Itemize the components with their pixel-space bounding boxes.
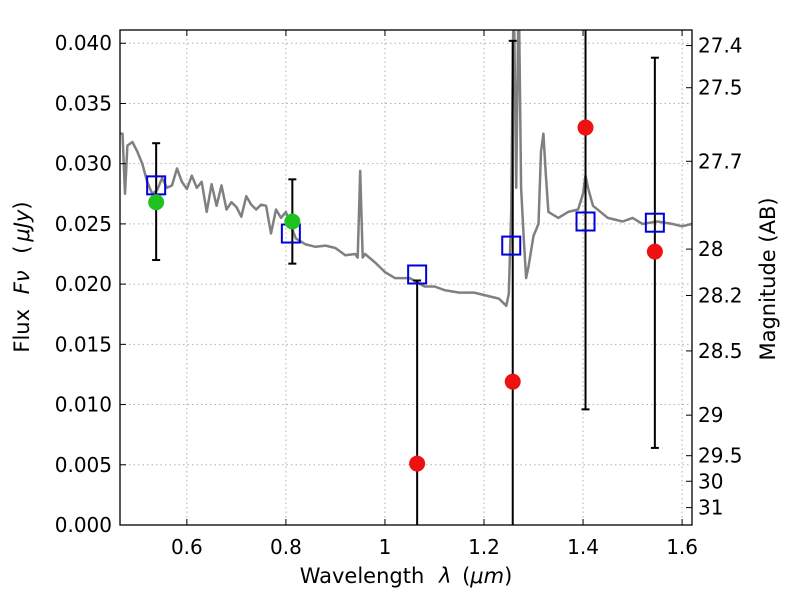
x-tick-label: 1.2	[468, 535, 500, 559]
plot-area	[120, 30, 692, 525]
axes: 0.6 0.8 1 1.2 1.4 1.6 0.000 0.005 0.010 0.015 0.02…	[55, 30, 743, 559]
measurement-point	[646, 243, 663, 260]
x-axis-unit: μm	[469, 564, 504, 588]
magnitude-tick-label: 29.5	[698, 444, 743, 468]
model-photometry-square	[407, 264, 428, 285]
magnitude-axis-title: Magnitude (AB)	[756, 197, 780, 360]
x-tick-label: 1.4	[567, 535, 599, 559]
model-photometry-square	[575, 211, 596, 232]
x-tick-label: 1	[379, 535, 392, 559]
magnitude-tick-label: 31	[698, 496, 723, 520]
y-tick-label: 0.015	[55, 332, 112, 356]
x-axis-symbol: λ	[438, 564, 451, 588]
model-photometry-square	[501, 235, 522, 256]
y-axis-unit: μJy	[10, 209, 34, 243]
plot-frame	[119, 29, 693, 526]
magnitude-tick-label: 28	[698, 237, 723, 261]
y-tick-label: 0.040	[55, 31, 112, 55]
magnitude-tick-label: 28.2	[698, 284, 743, 308]
detection-point	[284, 213, 301, 230]
magnitude-tick-label: 29	[698, 403, 723, 427]
spectrum-line	[120, 30, 692, 308]
x-tick-label: 0.6	[171, 535, 203, 559]
y-tick-label: 0.035	[55, 91, 112, 115]
measurement-point	[409, 455, 426, 472]
magnitude-tick-label: 27.4	[698, 34, 743, 58]
y-tick-label: 0.025	[55, 212, 112, 236]
model-photometry-square	[644, 212, 665, 233]
y-axis-title: Flux Fν (μJy)	[10, 201, 34, 352]
y-tick-label: 0.000	[55, 513, 112, 537]
detection-point	[148, 194, 165, 211]
magnitude-tick-label: 30	[698, 469, 723, 493]
y-axis-symbol: Fν	[10, 270, 34, 294]
measurement-point	[577, 119, 594, 136]
measurement-point	[504, 373, 521, 390]
y-tick-label: 0.020	[55, 272, 112, 296]
x-tick-label: 0.8	[270, 535, 302, 559]
magnitude-tick-label: 28.5	[698, 339, 743, 363]
x-tick-label: 1.6	[666, 535, 698, 559]
y-tick-label: 0.030	[55, 152, 112, 176]
y-tick-label: 0.010	[55, 393, 112, 417]
x-axis-title: Wavelength λ (μm)	[300, 564, 513, 588]
magnitude-tick-label: 27.7	[698, 149, 743, 173]
y-tick-label: 0.005	[55, 453, 112, 477]
magnitude-tick-label: 27.5	[698, 76, 743, 100]
